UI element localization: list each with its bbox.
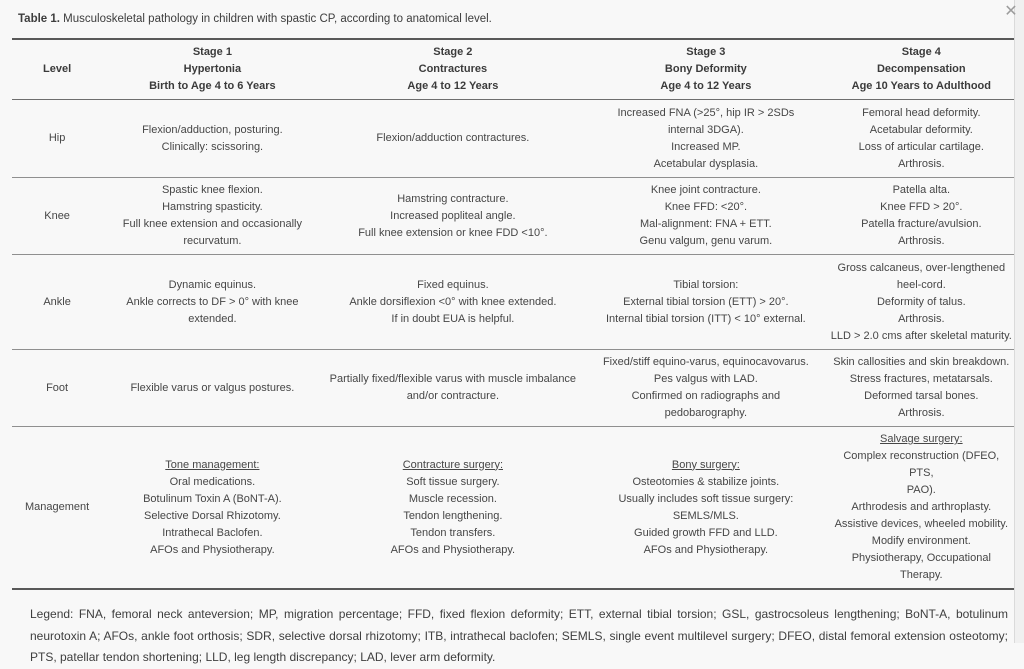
row-label-foot: Foot bbox=[12, 349, 103, 427]
row-label-knee: Knee bbox=[12, 177, 103, 255]
close-icon[interactable]: ✕ bbox=[1004, 3, 1018, 20]
cell-management-stage-3: Bony surgery: Osteotomies & stabilize jo… bbox=[583, 426, 829, 589]
cell-management-stage-2: Contracture surgery: Soft tissue surgery… bbox=[322, 426, 584, 589]
cell-ankle-stage-2: Fixed equinus. Ankle dorsiflexion <0° wi… bbox=[322, 254, 584, 350]
table-caption: Table 1. Musculoskeletal pathology in ch… bbox=[12, 13, 1024, 25]
table-row-management: Management Tone management: Oral medicat… bbox=[12, 426, 1014, 589]
cell-management-stage-1: Tone management: Oral medications. Botul… bbox=[102, 426, 323, 589]
table-row-knee: Knee Spastic knee flexion. Hamstring spa… bbox=[12, 177, 1014, 255]
cell-hip-stage-4: Femoral head deformity. Acetabular defor… bbox=[858, 106, 984, 170]
table-legend: Legend: FNA, femoral neck anteversion; M… bbox=[30, 607, 1008, 664]
cell-foot-stage-1: Flexible varus or valgus postures. bbox=[102, 349, 323, 427]
management-heading-stage-1: Tone management: bbox=[165, 458, 260, 471]
management-heading-stage-2: Contracture surgery: bbox=[402, 458, 503, 471]
cell-management-stage-4: Salvage surgery: Complex reconstruction … bbox=[828, 426, 1014, 589]
table-row-ankle: Ankle Dynamic equinus. Ankle corrects to… bbox=[12, 254, 1014, 350]
cell-knee-stage-3: Knee joint contracture. Knee FFD: <20°. … bbox=[583, 177, 829, 255]
scrollbar-track[interactable] bbox=[1014, 0, 1024, 643]
column-header-level: Level bbox=[12, 39, 103, 100]
cell-ankle-stage-3: Tibial torsion: External tibial torsion … bbox=[583, 254, 829, 350]
cell-knee-stage-1: Spastic knee flexion. Hamstring spastici… bbox=[102, 177, 323, 255]
management-heading-stage-4: Salvage surgery: bbox=[880, 433, 963, 445]
table-caption-text: Musculoskeletal pathology in children wi… bbox=[59, 13, 492, 25]
cell-knee-stage-4: Patella alta. Knee FFD > 20°. Patella fr… bbox=[828, 177, 1014, 255]
table-row-foot: Foot Flexible varus or valgus postures. … bbox=[12, 349, 1014, 427]
column-header-stage-2: Stage 2 Contractures Age 4 to 12 Years bbox=[322, 39, 584, 100]
cell-foot-stage-4: Skin callosities and skin breakdown. Str… bbox=[828, 349, 1014, 427]
table-caption-label: Table 1. bbox=[18, 13, 60, 25]
cell-foot-stage-2: Partially fixed/flexible varus with musc… bbox=[322, 349, 584, 427]
row-label-hip: Hip bbox=[48, 132, 66, 144]
row-label-management: Management bbox=[12, 426, 103, 589]
table-row-hip: Hip Flexion/adduction, posturing. Clinic… bbox=[12, 100, 1014, 178]
cell-foot-stage-3: Fixed/stiff equino-varus, equinocavovaru… bbox=[583, 349, 829, 427]
cell-hip-stage-3: Increased FNA (>25°, hip IR > 2SDs inter… bbox=[617, 106, 795, 170]
column-header-stage-3: Stage 3 Bony Deformity Age 4 to 12 Years bbox=[583, 39, 829, 100]
row-label-ankle: Ankle bbox=[12, 254, 103, 350]
pathology-table: Level Stage 1 Hypertonia Birth to Age 4 … bbox=[12, 38, 1014, 590]
column-header-stage-1: Stage 1 Hypertonia Birth to Age 4 to 6 Y… bbox=[102, 39, 323, 100]
column-header-stage-4: Stage 4 Decompensation Age 10 Years to A… bbox=[828, 39, 1014, 100]
cell-hip-stage-1: Flexion/adduction, posturing. Clinically… bbox=[142, 123, 283, 153]
cell-ankle-stage-4: Gross calcaneus, over-lengthened heel-co… bbox=[828, 254, 1014, 350]
cell-hip-stage-2: Flexion/adduction contractures. bbox=[376, 132, 530, 144]
management-heading-stage-3: Bony surgery: bbox=[671, 458, 740, 471]
cell-ankle-stage-1: Dynamic equinus. Ankle corrects to DF > … bbox=[102, 254, 323, 350]
header-row: Level Stage 1 Hypertonia Birth to Age 4 … bbox=[12, 39, 1014, 100]
cell-knee-stage-2: Hamstring contracture. Increased poplite… bbox=[322, 177, 584, 255]
